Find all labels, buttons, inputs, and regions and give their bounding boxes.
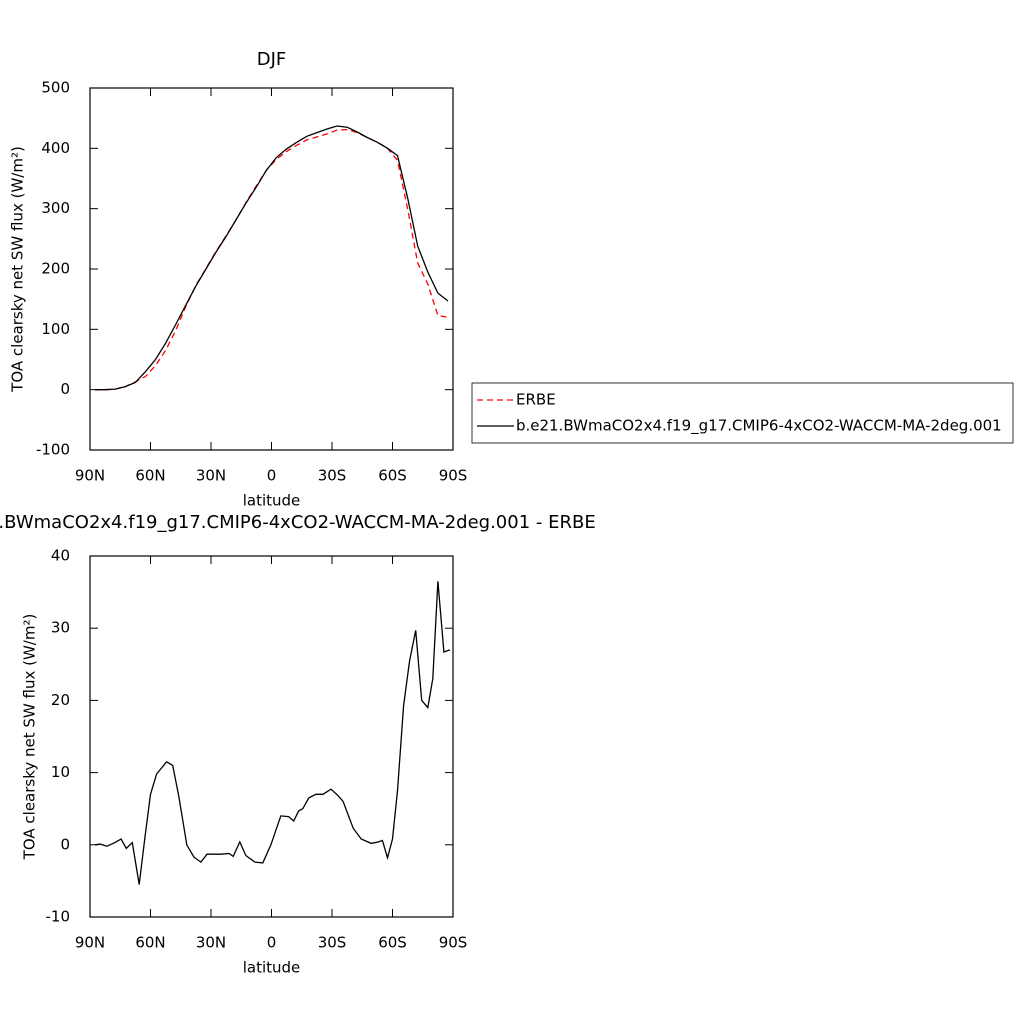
y-tick-label: 30 (51, 619, 70, 637)
y-tick-label: 0 (60, 380, 70, 398)
y-tick-label: 300 (41, 199, 70, 217)
y-axis-label: TOA clearsky net SW flux (W/m²) (9, 146, 27, 393)
y-tick-label: 400 (41, 139, 70, 157)
x-tick-label: 60S (378, 467, 407, 485)
y-tick-label: 500 (41, 79, 70, 97)
x-tick-label: 0 (267, 934, 277, 952)
x-tick-label: 90N (75, 934, 105, 952)
x-tick-label: 30S (318, 467, 347, 485)
y-tick-label: 100 (41, 320, 70, 338)
legend-box (471, 382, 1014, 444)
x-tick-label: 90S (439, 467, 468, 485)
plot-frame (89, 555, 454, 918)
y-tick-label: 0 (60, 835, 70, 853)
y-axis-label: TOA clearsky net SW flux (W/m²) (21, 614, 39, 861)
data-line (95, 125, 449, 391)
plot-frame (89, 87, 454, 451)
x-tick-label: 90N (75, 467, 105, 485)
x-tick-label: 90S (439, 934, 468, 952)
x-tick-label: 60N (135, 934, 165, 952)
x-tick-label: 60S (378, 934, 407, 952)
y-tick-label: 40 (51, 547, 70, 565)
y-tick-label: -10 (46, 908, 71, 926)
y-tick-label: 200 (41, 260, 70, 278)
y-tick-label: 20 (51, 691, 70, 709)
data-line (95, 128, 449, 391)
legend-label: b.e21.BWmaCO2x4.f19_g17.CMIP6-4xCO2-WACC… (516, 417, 1002, 436)
x-axis-label: latitude (243, 959, 301, 977)
chart-title: b.e21.BWmaCO2x4.f19_g17.CMIP6-4xCO2-WACC… (0, 512, 596, 533)
data-line (94, 581, 451, 885)
y-tick-label: 10 (51, 763, 70, 781)
legend-label: ERBE (516, 391, 556, 409)
y-tick-label: -100 (36, 441, 70, 459)
x-tick-label: 30N (196, 467, 226, 485)
chart-title: DJF (257, 49, 287, 70)
x-tick-label: 30N (196, 934, 226, 952)
x-tick-label: 60N (135, 467, 165, 485)
x-tick-label: 0 (267, 467, 277, 485)
x-axis-label: latitude (243, 492, 301, 510)
x-tick-label: 30S (318, 934, 347, 952)
